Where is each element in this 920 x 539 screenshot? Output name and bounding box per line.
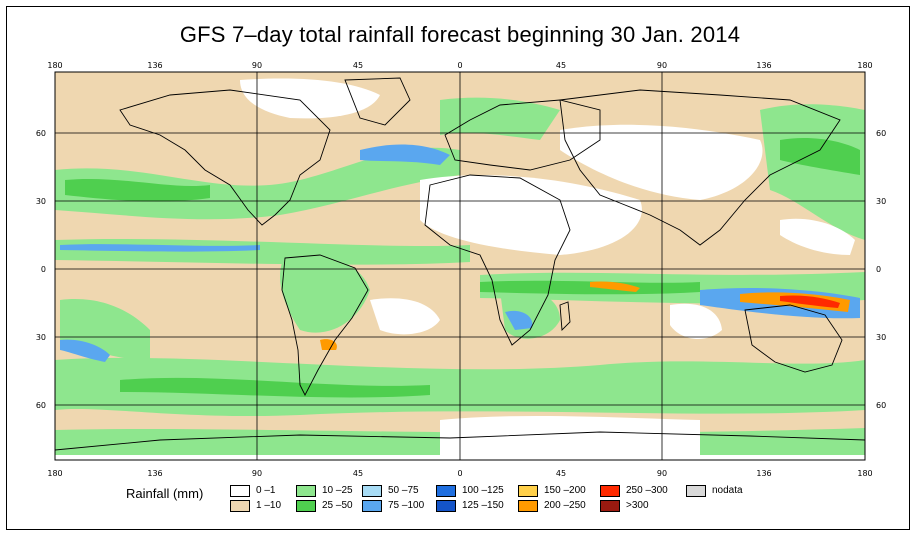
lon-tick: 90	[252, 61, 262, 70]
legend-swatch	[600, 500, 620, 512]
europe-outline	[444, 99, 601, 171]
legend-item-label: 250 –300	[626, 485, 668, 496]
antarctica-outline	[55, 431, 865, 451]
legend-swatch	[436, 485, 456, 497]
precip-bands	[55, 97, 865, 460]
lat-ticks-left: 60 30 0 30 60	[36, 129, 46, 410]
madagascar-outline	[559, 301, 571, 332]
asia-outline	[559, 89, 841, 246]
legend-swatch	[600, 485, 620, 497]
dry-regions	[55, 78, 865, 460]
greenland-outline	[344, 77, 411, 126]
lon-tick: 180	[857, 469, 872, 478]
legend-swatch	[518, 500, 538, 512]
lon-tick: 45	[556, 469, 566, 478]
legend-item-label: 50 –75	[388, 485, 419, 496]
australia-outline	[744, 304, 843, 373]
lon-tick: 90	[252, 469, 262, 478]
legend-item-label: >300	[626, 500, 649, 511]
legend-item-label: nodata	[712, 485, 743, 496]
lon-tick: 45	[353, 61, 363, 70]
lon-ticks-top: 180 136 90 45 0 45 90 136 180	[47, 61, 872, 70]
lat-tick: 0	[876, 265, 881, 274]
lat-tick: 0	[41, 265, 46, 274]
map-title: GFS 7–day total rainfall forecast beginn…	[179, 22, 741, 47]
lon-tick: 136	[756, 469, 771, 478]
legend-swatch	[686, 485, 706, 497]
lon-tick: 180	[47, 469, 62, 478]
lat-tick: 60	[876, 129, 886, 138]
legend-swatch	[296, 500, 316, 512]
lat-tick: 60	[36, 401, 46, 410]
legend-swatch	[230, 500, 250, 512]
coastlines	[55, 77, 865, 451]
lon-tick: 90	[657, 61, 667, 70]
graticule	[55, 72, 865, 460]
lon-tick: 136	[756, 61, 771, 70]
legend-item-label: 10 –25	[322, 485, 353, 496]
south-america-outline	[281, 254, 369, 396]
lon-tick: 136	[147, 61, 162, 70]
lat-tick: 30	[36, 333, 46, 342]
legend-item-label: 100 –125	[462, 485, 504, 496]
legend-swatch	[362, 485, 382, 497]
lon-tick: 0	[457, 61, 462, 70]
lat-tick: 30	[876, 333, 886, 342]
lat-tick: 60	[876, 401, 886, 410]
legend-swatch	[436, 500, 456, 512]
legend-item-label: 200 –250	[544, 500, 586, 511]
legend-item-label: 1 –10	[256, 500, 282, 511]
legend-swatch	[296, 485, 316, 497]
legend-swatch	[230, 485, 250, 497]
legend-item-label: 150 –200	[544, 485, 586, 496]
lat-ticks-right: 60 30 0 30 60	[876, 129, 886, 410]
legend-item-label: 25 –50	[322, 500, 353, 511]
legend-swatch	[362, 500, 382, 512]
precip-heavy	[65, 138, 860, 398]
legend-item-label: 0 –1	[256, 485, 276, 496]
map-layers	[55, 72, 865, 460]
lon-tick: 90	[657, 469, 667, 478]
north-america-outline	[119, 89, 331, 226]
lon-tick: 45	[353, 469, 363, 478]
legend-item-label: 125 –150	[462, 500, 504, 511]
map-border	[54, 71, 866, 461]
legend-swatch	[518, 485, 538, 497]
legend-title: Rainfall (mm)	[126, 486, 204, 501]
lon-tick: 136	[147, 469, 162, 478]
legend-item-label: 75 –100	[388, 500, 425, 511]
lon-tick: 180	[857, 61, 872, 70]
lat-tick: 60	[36, 129, 46, 138]
lon-tick: 180	[47, 61, 62, 70]
lat-tick: 30	[876, 197, 886, 206]
lat-tick: 30	[36, 197, 46, 206]
lon-tick: 45	[556, 61, 566, 70]
lon-ticks-bottom: 180 136 90 45 0 45 90 136 180	[47, 469, 872, 478]
precip-extreme	[320, 281, 850, 350]
lon-tick: 0	[457, 469, 462, 478]
